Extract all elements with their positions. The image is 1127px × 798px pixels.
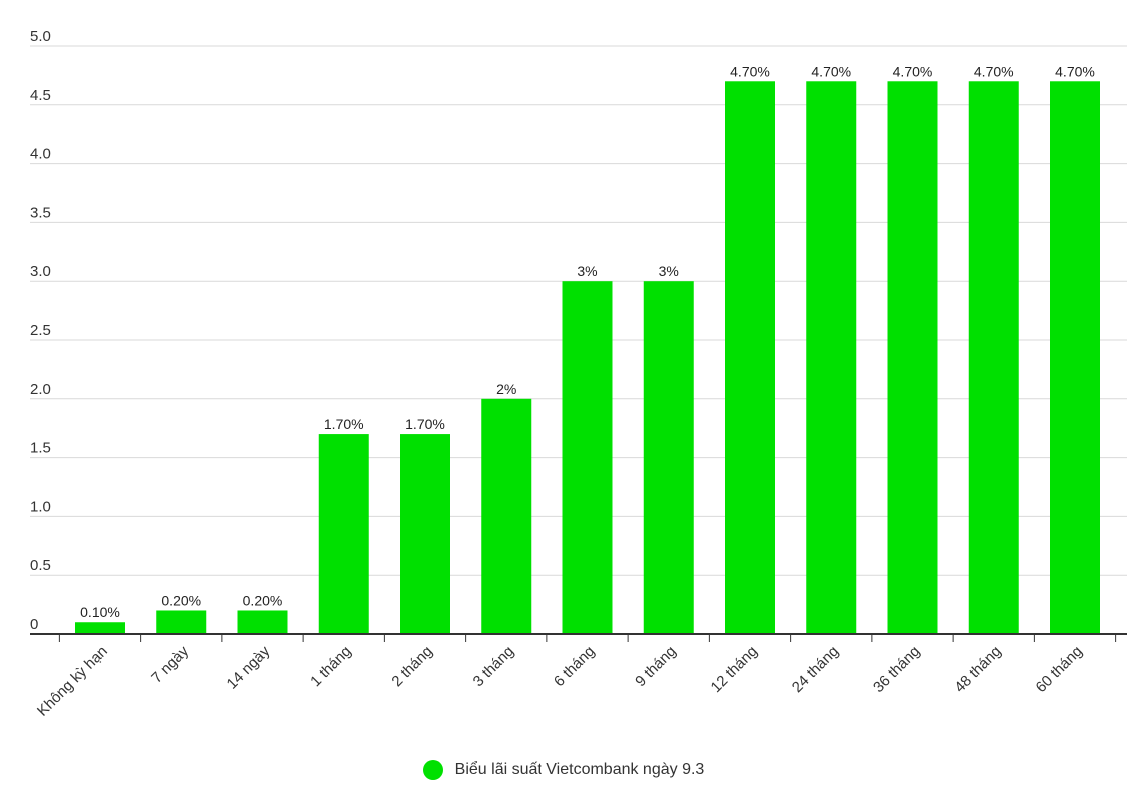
data-label: 4.70% (811, 63, 851, 79)
x-axis: Không kỳ hạn 7 ngày 14 ngày 1 tháng 2 tháng 3… (30, 633, 1127, 720)
x-tick-label: 2 tháng (388, 643, 435, 690)
x-tick-label: 60 tháng (1033, 643, 1086, 696)
bar (887, 81, 938, 634)
gridlines: 0 0.5 1.0 1.5 2.0 2.5 3.0 3.5 4.0 4.5 5.0 (30, 28, 1127, 633)
bar (1050, 81, 1100, 634)
legend: Biểu lãi suất Vietcombank ngày 9.3 (0, 760, 1127, 780)
y-tick-label: 3.5 (30, 204, 51, 221)
x-tick-label: 48 tháng (951, 643, 1004, 696)
data-label: 3% (577, 263, 597, 279)
bars: 0.10% 0.20% 0.20% 1.70% 1.70% 2% 3% 3% 4.70% 4.70… (75, 63, 1100, 634)
x-tick-label: Không kỳ hạn (34, 643, 111, 720)
data-label: 4.70% (1055, 63, 1095, 79)
y-tick-label: 1.5 (30, 440, 51, 457)
x-tick-label: 9 tháng (632, 643, 679, 690)
data-label: 0.20% (243, 592, 283, 608)
bar (968, 81, 1019, 634)
data-label: 4.70% (730, 63, 770, 79)
bar-chart: 0 0.5 1.0 1.5 2.0 2.5 3.0 3.5 4.0 4.5 5.0 0.10% 0.2… (30, 28, 1127, 720)
bar (318, 434, 369, 634)
y-tick-label: 1.0 (30, 498, 51, 515)
bar (75, 622, 125, 634)
data-label: 2% (496, 381, 516, 397)
y-tick-label: 5.0 (30, 28, 51, 45)
y-tick-label: 2.0 (30, 381, 51, 398)
legend-label: Biểu lãi suất Vietcombank ngày 9.3 (454, 761, 705, 778)
bar (400, 434, 450, 634)
x-tick-label: 12 tháng (708, 643, 761, 696)
data-label: 0.10% (80, 604, 120, 620)
x-tick-label: 1 tháng (307, 643, 354, 690)
y-tick-label: 3.0 (30, 263, 51, 280)
bar (237, 610, 288, 634)
bar (725, 81, 775, 634)
bar (156, 610, 207, 634)
x-tick-label: 36 tháng (870, 643, 923, 696)
x-tick-label: 14 ngày (224, 642, 274, 692)
legend-swatch (422, 760, 443, 780)
data-label: 4.70% (893, 63, 933, 79)
bar (643, 281, 694, 634)
bar (562, 281, 613, 634)
data-label: 4.70% (974, 63, 1014, 79)
y-tick-label: 0 (30, 616, 38, 633)
data-label: 3% (659, 263, 679, 279)
x-tick-label: 7 ngày (148, 642, 192, 686)
data-label: 1.70% (405, 416, 445, 432)
x-tick-label: 3 tháng (470, 643, 517, 690)
y-tick-label: 4.5 (30, 87, 51, 104)
data-label: 1.70% (324, 416, 364, 432)
data-label: 0.20% (161, 592, 201, 608)
y-tick-label: 4.0 (30, 146, 51, 163)
x-tick-label: 6 tháng (551, 643, 598, 690)
y-tick-label: 0.5 (30, 557, 51, 574)
x-tick-label: 24 tháng (789, 643, 842, 696)
bar (806, 81, 857, 634)
bar (481, 398, 532, 634)
y-tick-label: 2.5 (30, 322, 51, 339)
